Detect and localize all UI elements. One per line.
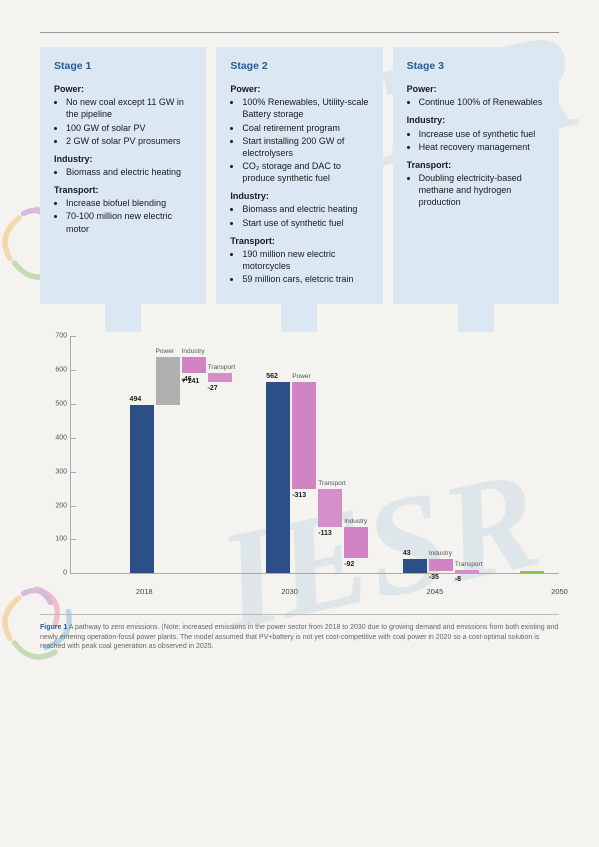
stage-title: Stage 2 bbox=[230, 59, 368, 73]
bar bbox=[429, 559, 453, 571]
list-item: Biomass and electric heating bbox=[242, 203, 368, 215]
series-label: Transport bbox=[455, 561, 483, 568]
x-label: 2030 bbox=[281, 587, 298, 596]
series-label: Power bbox=[292, 373, 310, 380]
bar-value-label: 43 bbox=[403, 550, 411, 557]
waterfall-chart: 0100200300400500600700494+ 141Power-46In… bbox=[40, 336, 559, 596]
list-item: Increase use of synthetic fuel bbox=[419, 128, 545, 140]
x-label: 2050 bbox=[551, 587, 568, 596]
bar-value-label: -313 bbox=[292, 492, 306, 499]
y-tick: 0 bbox=[41, 570, 67, 577]
bar-value-label: 562 bbox=[266, 373, 278, 380]
bar bbox=[344, 527, 368, 558]
bar bbox=[156, 357, 180, 405]
y-tick: 700 bbox=[41, 333, 67, 340]
bar-value-label: -46 bbox=[182, 376, 192, 383]
x-label: 2018 bbox=[136, 587, 153, 596]
section-list: Biomass and electric heating Start use of… bbox=[230, 203, 368, 228]
section-list: No new coal except 11 GW in the pipeline… bbox=[54, 96, 192, 147]
section-title: Industry: bbox=[407, 114, 545, 126]
list-item: 59 million cars, eletcric train bbox=[242, 273, 368, 285]
section-title: Transport: bbox=[230, 235, 368, 247]
bar-value-label: -113 bbox=[318, 530, 332, 537]
list-item: 100 GW of solar PV bbox=[66, 122, 192, 134]
y-tick: 500 bbox=[41, 400, 67, 407]
section-list: Doubling electricity-based methane and h… bbox=[407, 172, 545, 208]
list-item: Doubling electricity-based methane and h… bbox=[419, 172, 545, 208]
stage-title: Stage 1 bbox=[54, 59, 192, 73]
bar-value-label: -8 bbox=[455, 576, 461, 583]
bar bbox=[182, 357, 206, 373]
list-item: No new coal except 11 GW in the pipeline bbox=[66, 96, 192, 120]
bar bbox=[208, 373, 232, 382]
list-item: CO₂ storage and DAC to produce synthetic… bbox=[242, 160, 368, 184]
y-tick: 400 bbox=[41, 434, 67, 441]
bar-value-label: -35 bbox=[429, 574, 439, 581]
y-tick: 300 bbox=[41, 468, 67, 475]
list-item: Increase biofuel blending bbox=[66, 197, 192, 209]
list-item: Heat recovery management bbox=[419, 141, 545, 153]
caption-label: Figure 1 bbox=[40, 624, 67, 631]
section-list: Biomass and electric heating bbox=[54, 166, 192, 178]
bar bbox=[403, 559, 427, 574]
list-item: Start use of synthetic fuel bbox=[242, 217, 368, 229]
series-label: Industry bbox=[182, 348, 205, 355]
section-list: 100% Renewables, Utility-scale Battery s… bbox=[230, 96, 368, 184]
section-title: Transport: bbox=[407, 159, 545, 171]
list-item: 190 million new electric motorcycles bbox=[242, 248, 368, 272]
list-item: Coal retirement program bbox=[242, 122, 368, 134]
list-item: Start installing 200 GW of electrolysers bbox=[242, 135, 368, 159]
section-title: Power: bbox=[407, 83, 545, 95]
y-tick: 200 bbox=[41, 502, 67, 509]
section-title: Transport: bbox=[54, 184, 192, 196]
section-title: Industry: bbox=[230, 190, 368, 202]
section-title: Industry: bbox=[54, 153, 192, 165]
stage-3: Stage 3 Power:Continue 100% of Renewables… bbox=[393, 47, 559, 304]
section-list: Continue 100% of Renewables bbox=[407, 96, 545, 108]
section-list: 190 million new electric motorcycles59 m… bbox=[230, 248, 368, 285]
list-item: Continue 100% of Renewables bbox=[419, 96, 545, 108]
bar-value-label: -27 bbox=[208, 385, 218, 392]
section-list: Increase biofuel blending70-100 million … bbox=[54, 197, 192, 234]
top-rule bbox=[40, 32, 559, 33]
section-list: Increase use of synthetic fuelHeat recov… bbox=[407, 128, 545, 153]
bar bbox=[318, 489, 342, 527]
series-label: Industry bbox=[344, 518, 367, 525]
list-item: 2 GW of solar PV prosumers bbox=[66, 135, 192, 147]
stage-connectors bbox=[40, 304, 559, 332]
bar bbox=[292, 382, 316, 488]
series-label: Transport bbox=[208, 364, 236, 371]
bar bbox=[130, 405, 154, 573]
bar bbox=[520, 571, 544, 573]
y-tick: 100 bbox=[41, 536, 67, 543]
series-label: Power bbox=[156, 348, 174, 355]
section-title: Power: bbox=[230, 83, 368, 95]
stage-title: Stage 3 bbox=[407, 59, 545, 73]
figure-caption: Figure 1 A pathway to zero emissions. (N… bbox=[40, 614, 559, 651]
y-tick: 600 bbox=[41, 367, 67, 374]
bar-value-label: 494 bbox=[130, 396, 142, 403]
series-label: Transport bbox=[318, 480, 346, 487]
stage-2: Stage 2 Power:100% Renewables, Utility-sc… bbox=[216, 47, 382, 304]
series-label: Industry bbox=[429, 550, 452, 557]
section-title: Power: bbox=[54, 83, 192, 95]
list-item: Biomass and electric heating bbox=[66, 166, 192, 178]
bar bbox=[266, 382, 290, 573]
stages-row: Stage 1Power:No new coal except 11 GW in… bbox=[40, 47, 559, 304]
caption-body: A pathway to zero emissions. (Note: incr… bbox=[40, 624, 558, 650]
x-label: 2045 bbox=[427, 587, 444, 596]
list-item: 70-100 million new electric motor bbox=[66, 210, 192, 234]
bar-value-label: -92 bbox=[344, 561, 354, 568]
stage-1: Stage 1 Power:No new coal except 11 GW in… bbox=[40, 47, 206, 304]
list-item: 100% Renewables, Utility-scale Battery s… bbox=[242, 96, 368, 120]
bar bbox=[455, 570, 479, 573]
